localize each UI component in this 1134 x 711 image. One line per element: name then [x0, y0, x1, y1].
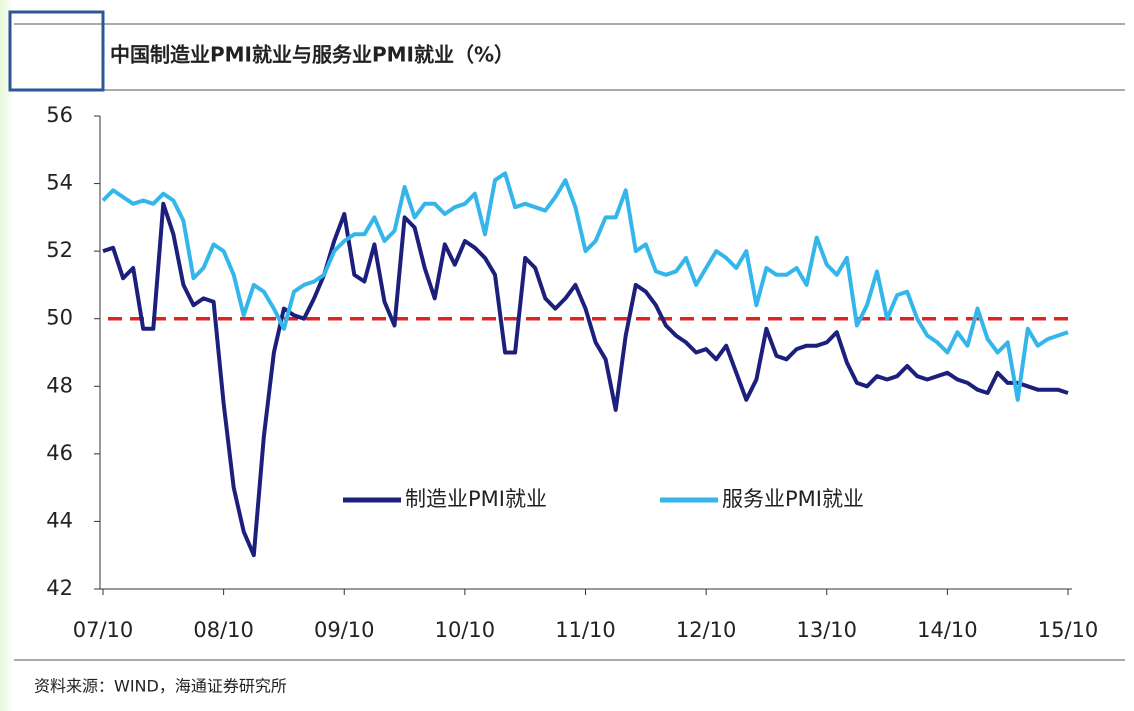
x-tick-label: 10/10 — [435, 618, 496, 642]
y-tick-label: 42 — [46, 576, 73, 600]
x-tick-label: 08/10 — [193, 618, 254, 642]
y-tick-label: 52 — [46, 238, 73, 262]
source: 资料来源：WIND，海通证券研究所 — [34, 677, 287, 696]
side-strip — [0, 0, 14, 711]
y-tick-label: 46 — [46, 441, 73, 465]
y-tick-label: 54 — [46, 171, 73, 195]
x-tick-label: 15/10 — [1038, 618, 1099, 642]
x-tick-label: 13/10 — [796, 618, 857, 642]
y-tick-label: 56 — [46, 103, 73, 127]
y-tick-label: 44 — [46, 508, 73, 532]
y-tick-label: 50 — [46, 306, 73, 330]
x-tick-label: 11/10 — [555, 618, 616, 642]
x-tick-label: 07/10 — [73, 618, 134, 642]
y-tick-label: 48 — [46, 373, 73, 397]
corner-box — [8, 10, 105, 92]
legend-label: 制造业PMI就业 — [405, 487, 547, 511]
series-line — [101, 171, 1069, 402]
legend-label: 服务业PMI就业 — [722, 487, 864, 511]
series-line — [102, 201, 1069, 558]
x-tick-label: 09/10 — [314, 618, 375, 642]
chart-title: 中国制造业PMI就业与服务业PMI就业（%） — [110, 43, 514, 67]
x-tick-label: 12/10 — [676, 618, 737, 642]
x-tick-label: 14/10 — [917, 618, 978, 642]
